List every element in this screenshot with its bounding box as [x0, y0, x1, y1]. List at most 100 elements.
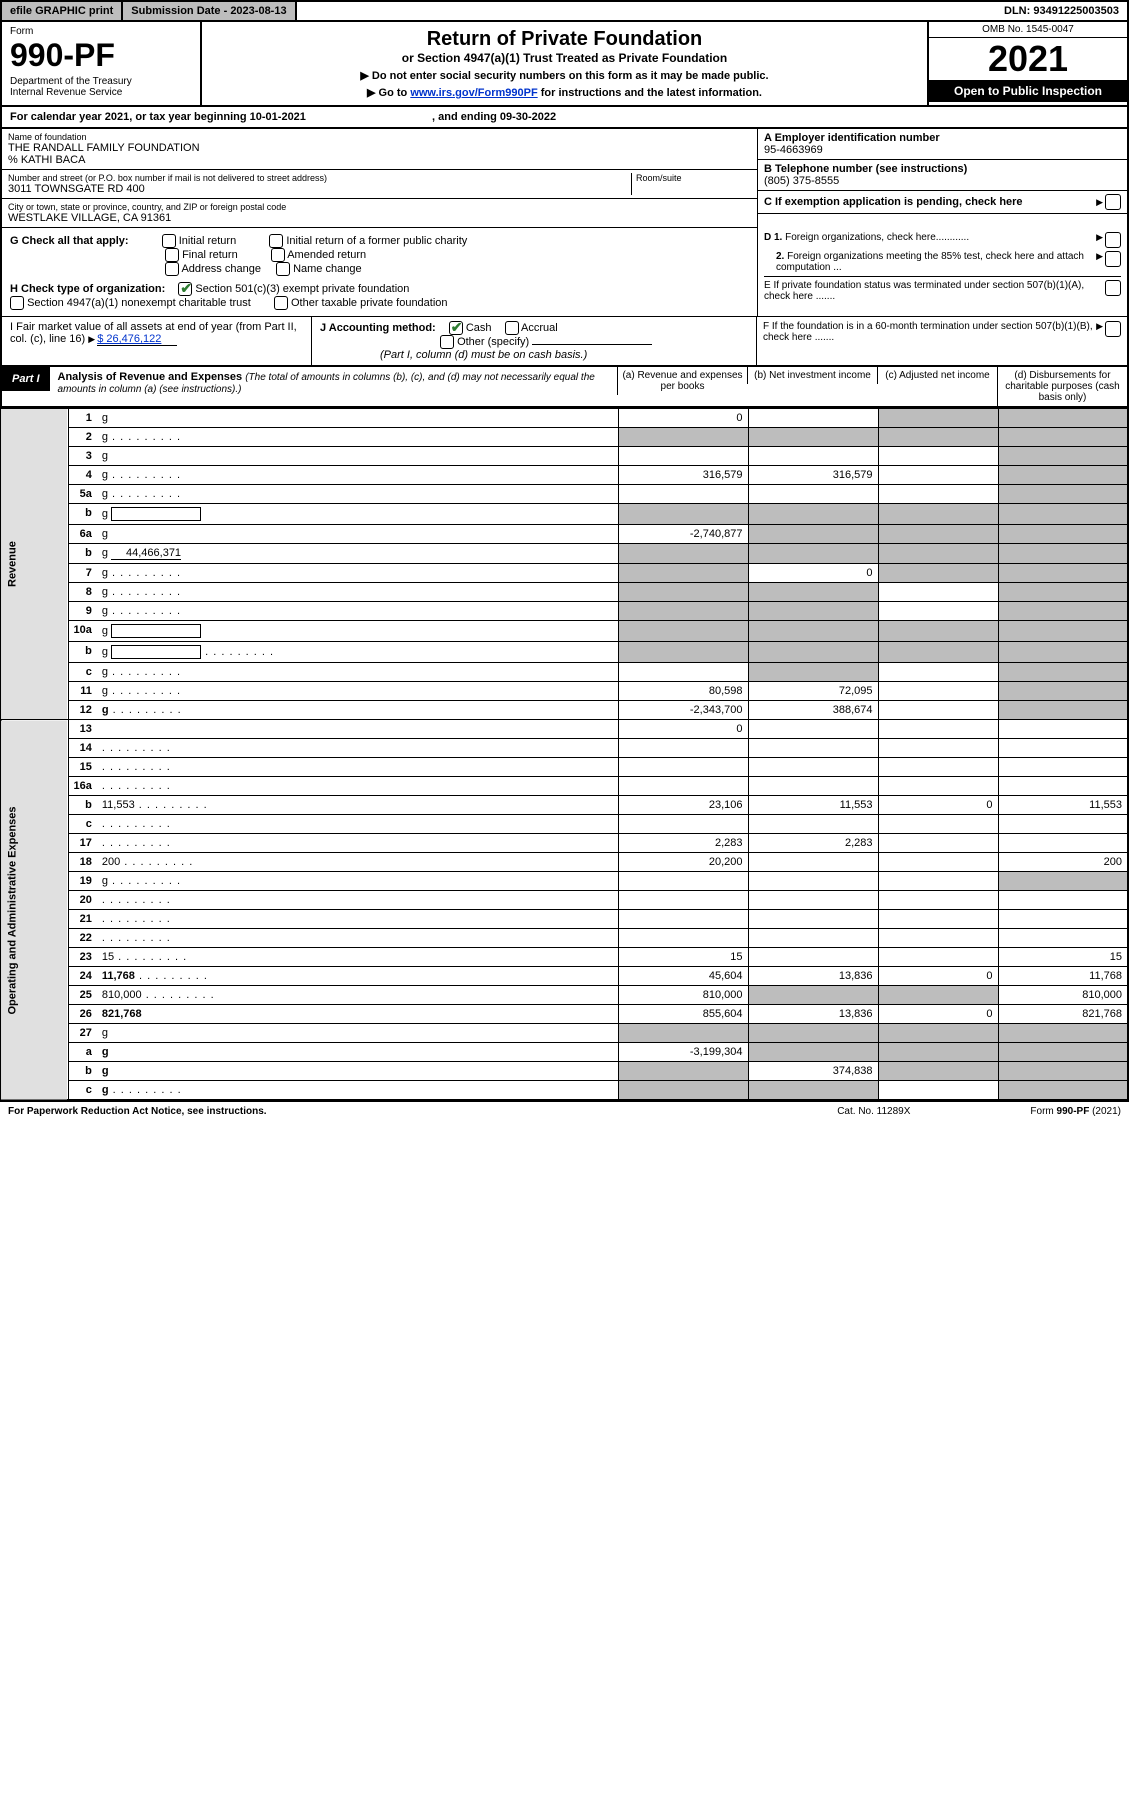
h-row: H Check type of organization: Section 50…	[10, 282, 749, 310]
efile-label: efile GRAPHIC print	[2, 2, 123, 20]
line-number: c	[68, 663, 97, 682]
line-desc	[97, 891, 618, 910]
cell-c	[878, 777, 998, 796]
d2-cb[interactable]	[1105, 251, 1121, 267]
cell-a	[618, 1062, 748, 1081]
form-ref: Form 990-PF (2021)	[1030, 1106, 1121, 1117]
line-desc: g	[97, 602, 618, 621]
line-desc: g	[97, 485, 618, 504]
other-method-cb[interactable]	[440, 335, 454, 349]
cell-c	[878, 739, 998, 758]
cash-cb[interactable]	[449, 321, 463, 335]
line-number: a	[68, 1043, 97, 1062]
table-row: 8g	[1, 583, 1128, 602]
line-desc: g 44,466,371	[97, 544, 618, 564]
line-desc: g	[97, 682, 618, 701]
line-desc: g	[97, 1043, 618, 1062]
amended-cb[interactable]	[271, 248, 285, 262]
501c3-cb[interactable]	[178, 282, 192, 296]
cell-c	[878, 701, 998, 720]
table-row: 25810,000810,000810,000	[1, 986, 1128, 1005]
table-row: 27g	[1, 1024, 1128, 1043]
address-cell: Number and street (or P.O. box number if…	[2, 170, 757, 199]
table-row: 15	[1, 758, 1128, 777]
cell-c	[878, 872, 998, 891]
line-desc: g	[97, 525, 618, 544]
arrow-icon	[88, 333, 97, 345]
table-row: 26821,768855,60413,8360821,768	[1, 1005, 1128, 1024]
4947-cb[interactable]	[10, 296, 24, 310]
name-change-cb[interactable]	[276, 262, 290, 276]
cell-c	[878, 642, 998, 663]
f-cb[interactable]	[1105, 321, 1121, 337]
form-note1: ▶ Do not enter social security numbers o…	[212, 69, 917, 82]
cell-a: 20,200	[618, 853, 748, 872]
cell-b: 374,838	[748, 1062, 878, 1081]
cell-a: 2,283	[618, 834, 748, 853]
line-desc: g	[97, 466, 618, 485]
line-number: 5a	[68, 485, 97, 504]
cell-c	[878, 525, 998, 544]
arrow-icon	[1096, 196, 1105, 208]
line-desc: g	[97, 583, 618, 602]
cell-d: 821,768	[998, 1005, 1128, 1024]
fmv-link[interactable]: $ 26,476,122	[97, 333, 177, 346]
d1-cb[interactable]	[1105, 232, 1121, 248]
cell-d: 11,553	[998, 796, 1128, 815]
initial-former-cb[interactable]	[269, 234, 283, 248]
top-bar: efile GRAPHIC print Submission Date - 20…	[0, 0, 1129, 22]
revenue-side-label: Revenue	[1, 409, 68, 720]
cell-b	[748, 583, 878, 602]
cell-a: 810,000	[618, 986, 748, 1005]
cell-a	[618, 485, 748, 504]
line-number: 15	[68, 758, 97, 777]
cell-d	[998, 739, 1128, 758]
line-number: 13	[68, 720, 97, 739]
cell-d	[998, 834, 1128, 853]
final-return-cb[interactable]	[165, 248, 179, 262]
line-desc: 15	[97, 948, 618, 967]
cell-c	[878, 815, 998, 834]
line-desc	[97, 720, 618, 739]
form-note2: ▶ Go to www.irs.gov/Form990PF for instru…	[212, 86, 917, 99]
cell-a	[618, 602, 748, 621]
cell-a	[618, 428, 748, 447]
cell-c	[878, 834, 998, 853]
table-row: b11,55323,10611,553011,553	[1, 796, 1128, 815]
c-checkbox[interactable]	[1105, 194, 1121, 210]
cell-a: -2,343,700	[618, 701, 748, 720]
address-change-cb[interactable]	[165, 262, 179, 276]
line-desc	[97, 834, 618, 853]
line-desc: 821,768	[97, 1005, 618, 1024]
cell-c	[878, 986, 998, 1005]
cell-a	[618, 583, 748, 602]
form990pf-link[interactable]: www.irs.gov/Form990PF	[410, 87, 537, 99]
table-row: bg	[1, 504, 1128, 525]
line-desc: g	[97, 564, 618, 583]
table-row: Revenue1g0	[1, 409, 1128, 428]
line-desc	[97, 815, 618, 834]
dept-treasury: Department of the Treasury Internal Reve…	[10, 76, 192, 98]
line-number: 9	[68, 602, 97, 621]
cell-d	[998, 758, 1128, 777]
form-word: Form	[10, 26, 192, 37]
table-row: 7g0	[1, 564, 1128, 583]
cell-b	[748, 891, 878, 910]
line-desc: g	[97, 1081, 618, 1101]
cell-a: 45,604	[618, 967, 748, 986]
other-taxable-cb[interactable]	[274, 296, 288, 310]
cell-d	[998, 1062, 1128, 1081]
cell-a	[618, 564, 748, 583]
cell-d	[998, 1081, 1128, 1101]
table-row: cg	[1, 1081, 1128, 1101]
cell-a: 855,604	[618, 1005, 748, 1024]
initial-return-cb[interactable]	[162, 234, 176, 248]
e-cb[interactable]	[1105, 280, 1121, 296]
cell-b	[748, 815, 878, 834]
line-number: c	[68, 815, 97, 834]
accrual-cb[interactable]	[505, 321, 519, 335]
cell-d	[998, 1024, 1128, 1043]
cell-b	[748, 929, 878, 948]
line-number: 7	[68, 564, 97, 583]
cell-c	[878, 504, 998, 525]
